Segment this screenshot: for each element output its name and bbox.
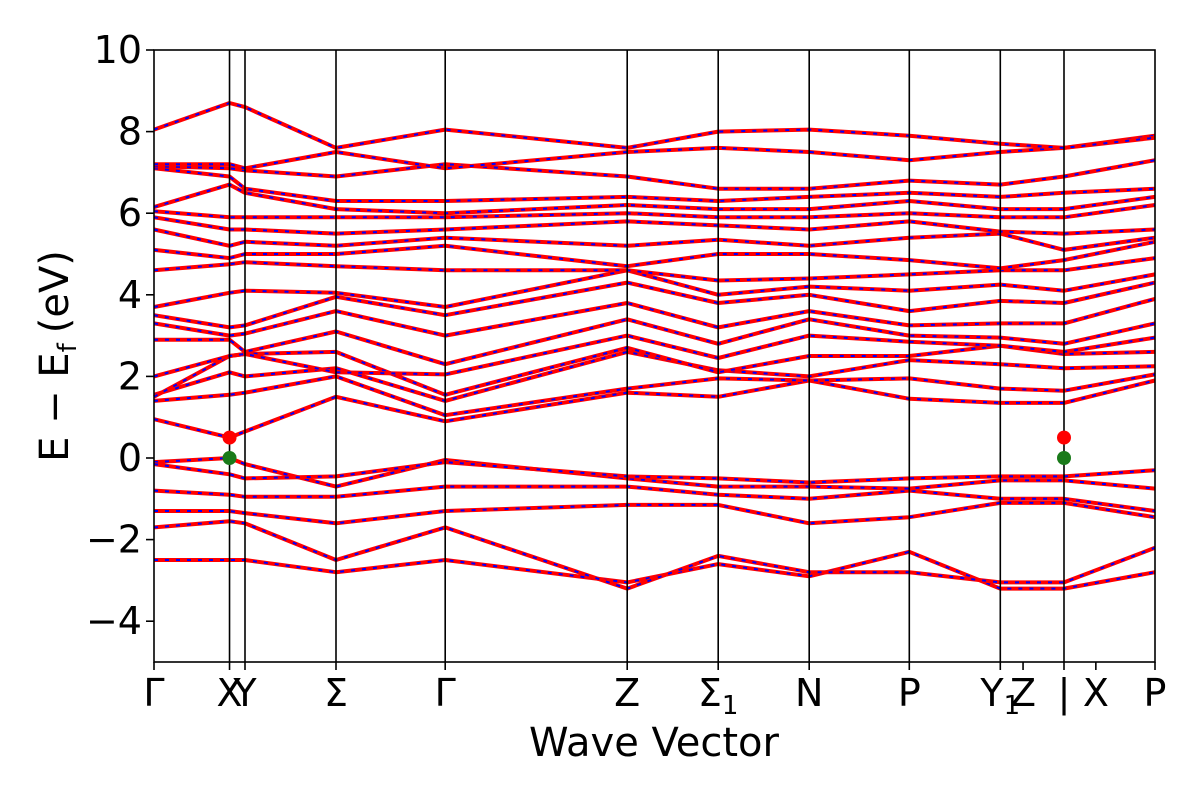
band-line-dash-18 (153, 216, 1156, 235)
band-line-dash-3 (153, 485, 1156, 512)
x-tick-label-7: N (795, 671, 823, 715)
band-line-dash-2 (154, 501, 1156, 525)
y-axis-ticks: −4 −2 0 2 4 6 8 10 (86, 28, 154, 643)
bands-layer (153, 101, 1156, 591)
extremum-marker-2 (1057, 430, 1071, 445)
x-tick-label-8: P (898, 671, 921, 715)
band-line-dash-10 (153, 334, 1156, 378)
band-line-dash-13 (153, 281, 1156, 329)
band-line-dash-14 (153, 269, 1156, 309)
band-line-dash-0 (154, 550, 1156, 590)
plot-frame (153, 49, 1156, 663)
band-line-dash-7 (153, 373, 1156, 417)
band-line-dash-22 (153, 159, 1156, 190)
band-line-20 (153, 182, 1156, 216)
band-line-dash-15 (153, 257, 1156, 282)
x-tick-label-0: Γ (143, 671, 164, 715)
x-tick-label-2: Y (232, 671, 257, 715)
band-line-dash-1 (153, 520, 1156, 590)
x-tick-label-3: Σ (324, 671, 348, 715)
band-line-22 (153, 158, 1156, 191)
x-tick-label-13: P (1144, 671, 1167, 715)
band-line-dash-16 (153, 240, 1156, 270)
band-line-dash-6 (153, 379, 1156, 439)
markers-layer (222, 430, 1071, 465)
kpoint-lines (228, 50, 1065, 662)
y-axis-label: E − Ef (eV) (32, 250, 83, 462)
x-tick-label-9: Y1 (979, 671, 1020, 721)
y-tick-label-4: 4 (118, 273, 142, 317)
band-line-18 (153, 215, 1156, 236)
extremum-marker-0 (222, 430, 237, 445)
band-line-dash-17 (153, 228, 1156, 251)
y-tick-label-1: −2 (86, 518, 142, 562)
y-axis-label-main: E − E (32, 352, 78, 462)
band-line-dash-11 (154, 318, 1156, 366)
band-line-1 (153, 519, 1156, 591)
band-line-dash-12 (153, 297, 1156, 337)
x-axis-label: Wave Vector (529, 720, 780, 766)
x-tick-label-6: Σ1 (698, 671, 739, 721)
band-line-dash-4 (153, 456, 1156, 490)
x-tick-label-1: X (217, 671, 243, 715)
band-line-dash-5 (153, 461, 1156, 484)
band-line-3 (153, 484, 1156, 513)
band-line-2 (154, 500, 1156, 526)
x-tick-label-5: Z (614, 671, 640, 715)
x-tick-label-12: X (1083, 671, 1109, 715)
x-tick-label-10: Z (1010, 671, 1036, 715)
y-tick-label-7: 10 (94, 28, 142, 72)
band-line-dash-23 (154, 134, 1156, 170)
band-line-4 (153, 456, 1156, 491)
band-line-23 (154, 133, 1156, 171)
x-tick-label-11: | (1058, 671, 1071, 716)
y-tick-label-0: −4 (86, 599, 142, 643)
y-tick-label-6: 8 (118, 110, 142, 154)
band-line-dash-19 (153, 204, 1156, 219)
band-line-21 (153, 166, 1156, 203)
y-axis-label-unit: (eV) (32, 250, 78, 333)
extremum-marker-1 (222, 451, 237, 465)
x-axis-ticks: Γ XY Σ Γ Z Σ1 N P Y1Z | X P (143, 662, 1166, 721)
y-tick-label-2: 0 (118, 436, 142, 480)
band-line-24 (153, 101, 1156, 150)
y-tick-label-5: 6 (118, 191, 142, 235)
extremum-marker-3 (1057, 451, 1071, 465)
y-tick-label-3: 2 (118, 354, 142, 398)
x-tick-label-4: Γ (435, 671, 456, 715)
band-line-12 (153, 296, 1156, 338)
y-axis-label-sub: f (53, 342, 83, 352)
